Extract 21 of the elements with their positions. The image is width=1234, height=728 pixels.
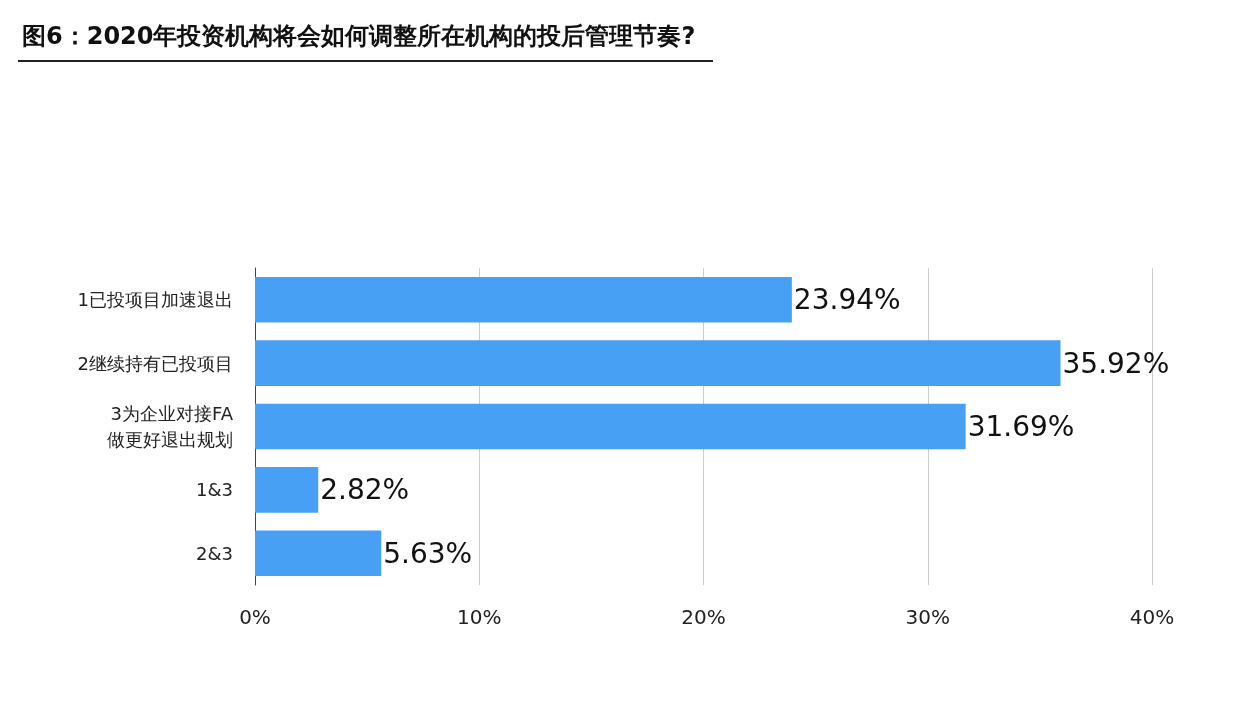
- y-tick-label: 1已投项目加速退出: [77, 289, 233, 311]
- x-tick-label: 40%: [1129, 605, 1175, 629]
- data-label: 5.63%: [383, 536, 473, 570]
- data-label: 35.92%: [1062, 346, 1170, 380]
- x-tick-label: 0%: [239, 605, 271, 629]
- x-tick-label: 30%: [905, 605, 950, 629]
- bar: [255, 340, 1061, 386]
- y-tick-label: 2继续持有已投项目: [77, 352, 233, 374]
- y-tick-label: 3为企业对接FA 做更好退出规划: [107, 403, 234, 450]
- data-label: 2.82%: [320, 473, 410, 507]
- x-tick-label: 20%: [681, 605, 726, 629]
- chart-title: 图6：2020年投资机构将会如何调整所在机构的投后管理节奏?: [18, 20, 714, 62]
- bar: [255, 276, 792, 323]
- x-tick-label: 10%: [457, 605, 502, 629]
- data-label: 31.69%: [967, 410, 1075, 443]
- bar: [255, 403, 966, 450]
- bar: [255, 530, 382, 577]
- y-tick-label: 2&3: [196, 542, 233, 564]
- bar: [255, 467, 319, 513]
- y-tick-label: 1&3: [196, 479, 233, 501]
- data-label: 23.94%: [793, 283, 901, 317]
